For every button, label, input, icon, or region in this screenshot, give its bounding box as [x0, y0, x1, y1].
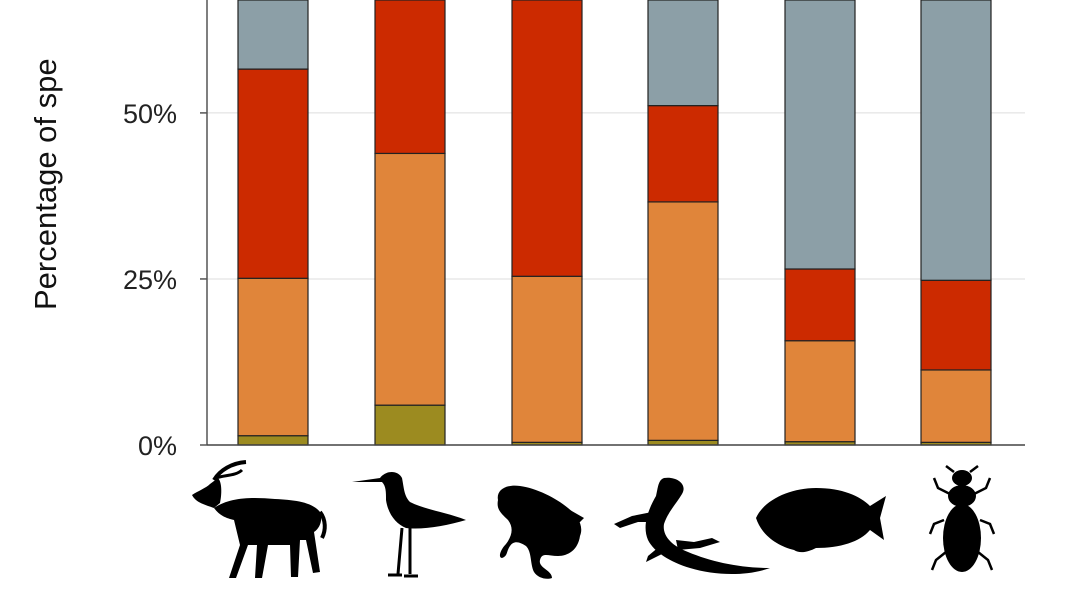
bar-segment-beetle-1 — [920, 369, 992, 443]
bar-segment-lizard-1 — [647, 201, 719, 441]
bar-segment-antelope-1 — [237, 277, 309, 437]
frog-icon — [497, 485, 584, 579]
y-tick-label: 0% — [138, 431, 177, 461]
antelope-icon — [192, 460, 327, 578]
bar-segment-wader-bird-1 — [374, 152, 446, 406]
y-axis-title: Percentage of spe — [28, 58, 63, 310]
bar-segment-beetle-3 — [920, 0, 992, 281]
y-tick-label: 25% — [123, 265, 177, 295]
bar-segment-fish-3 — [784, 0, 856, 270]
bar-segment-fish-1 — [784, 340, 856, 443]
fish-icon — [756, 488, 886, 553]
bar-segment-lizard-3 — [647, 0, 719, 107]
bar-segment-frog-2 — [511, 0, 583, 277]
bar-segment-antelope-2 — [237, 68, 309, 279]
bar-segment-beetle-2 — [920, 279, 992, 371]
bar-segment-antelope-3 — [237, 0, 309, 70]
y-tick-label: 50% — [123, 99, 177, 129]
bar-segment-wader-bird-0 — [374, 404, 446, 446]
bar-segment-wader-bird-2 — [374, 0, 446, 155]
bar-segment-fish-2 — [784, 268, 856, 342]
gridlines — [207, 112, 1025, 280]
bar-segment-antelope-0 — [237, 435, 309, 446]
bar-segment-frog-1 — [511, 275, 583, 443]
bar-segment-lizard-2 — [647, 105, 719, 203]
bars — [237, 0, 992, 446]
beetle-icon — [928, 465, 996, 572]
lizard-icon — [614, 477, 770, 574]
y-axis-ticks: 0% 25% 50% — [123, 99, 207, 461]
wader-bird-icon — [352, 472, 466, 578]
